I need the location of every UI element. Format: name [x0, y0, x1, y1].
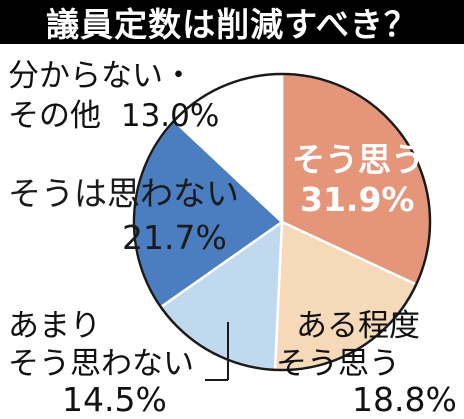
- slice-value-somewhat: 18.8%: [352, 382, 457, 418]
- chart-title: 議員定数は削減すべき？: [46, 5, 418, 44]
- slice-value-no-text: 21.7%: [122, 218, 227, 257]
- slice-value-yes: 31.9%: [300, 182, 415, 218]
- slice-label-yes-name: そう思う: [292, 140, 424, 179]
- slice-label-no: そうは思わない: [8, 176, 239, 212]
- slice-label-unknown-line2: その他: [8, 98, 101, 134]
- slice-value-not-really: 14.5%: [62, 382, 167, 418]
- slice-value-somewhat-text: 18.8%: [352, 380, 457, 419]
- slice-value-no: 21.7%: [122, 220, 227, 256]
- slice-value-unknown-text: 13.0%: [120, 98, 220, 134]
- slice-label-unknown-line1: 分からない・: [8, 58, 194, 94]
- slice-label-somewhat-2: そう思う: [276, 346, 400, 382]
- title-bar: 議員定数は削減すべき？: [0, 0, 464, 44]
- slice-label-not-really-line1: あまり: [8, 308, 101, 344]
- slice-value-not-really-text: 14.5%: [62, 380, 167, 419]
- slice-label-not-really-2: そう思わない: [8, 346, 194, 382]
- slice-label-yes: そう思う: [292, 142, 424, 178]
- slice-label-not-really: あまり: [8, 308, 101, 344]
- slice-label-somewhat: ある程度: [296, 308, 420, 344]
- pie-outline: [132, 72, 432, 372]
- slice-label-somewhat-line2: そう思う: [276, 346, 400, 382]
- slice-label-unknown: 分からない・: [8, 58, 194, 94]
- slice-label-unknown-2: その他 13.0%: [8, 98, 219, 134]
- slice-value-yes-text: 31.9%: [300, 180, 415, 219]
- slice-label-somewhat-line1: ある程度: [296, 308, 420, 344]
- slice-label-not-really-line2: そう思わない: [8, 346, 194, 382]
- slice-label-no-name: そうは思わない: [8, 174, 239, 213]
